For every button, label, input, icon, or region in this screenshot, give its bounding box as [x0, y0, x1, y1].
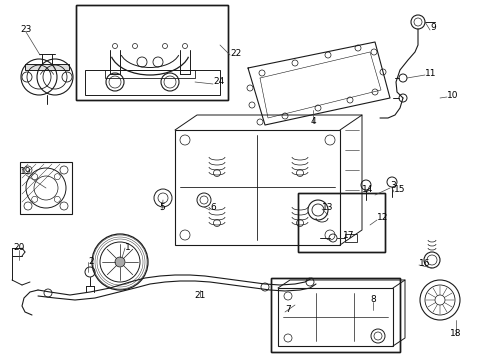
Text: 13: 13: [322, 202, 334, 211]
Bar: [345, 234, 357, 242]
Bar: [20, 162, 72, 214]
Text: 9: 9: [430, 23, 436, 32]
Text: 18: 18: [450, 328, 462, 338]
Bar: [25, 64, 69, 70]
Text: 12: 12: [377, 213, 389, 222]
Bar: [298, 193, 385, 252]
Text: 16: 16: [419, 258, 431, 267]
Text: 22: 22: [230, 49, 241, 58]
Text: 2: 2: [88, 257, 94, 266]
Circle shape: [115, 257, 125, 267]
Text: 20: 20: [13, 243, 24, 252]
Bar: [271, 278, 400, 352]
Text: 8: 8: [370, 296, 376, 305]
Bar: [278, 288, 393, 346]
Text: 10: 10: [447, 90, 459, 99]
Bar: [76, 5, 228, 100]
Bar: [175, 130, 340, 245]
Text: 24: 24: [213, 77, 224, 86]
Text: 6: 6: [210, 203, 216, 212]
Bar: [271, 278, 400, 352]
Text: 3: 3: [390, 180, 396, 189]
Bar: [298, 193, 385, 252]
Text: 1: 1: [125, 243, 131, 252]
Text: 23: 23: [20, 26, 32, 35]
Text: 7: 7: [285, 306, 291, 315]
Text: 4: 4: [310, 117, 316, 126]
Bar: [76, 5, 228, 100]
Text: 14: 14: [362, 185, 374, 194]
Bar: [85, 70, 220, 95]
Text: 21: 21: [195, 291, 206, 300]
Text: 15: 15: [394, 185, 406, 194]
Text: 11: 11: [425, 68, 437, 77]
Text: 17: 17: [343, 231, 354, 240]
Text: 5: 5: [159, 203, 165, 212]
Text: 19: 19: [20, 167, 32, 176]
Bar: [105, 70, 195, 78]
